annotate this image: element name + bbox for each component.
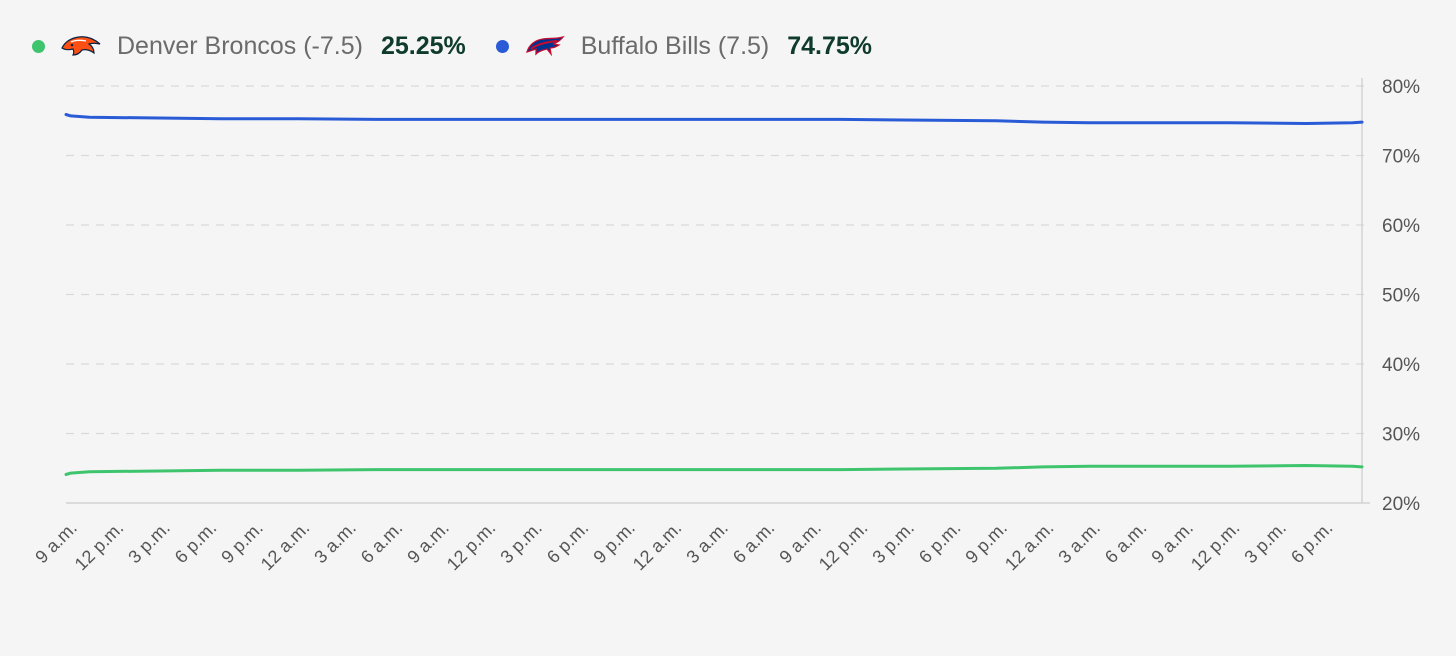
x-tick-label: 6 p.m. [543,518,593,568]
y-tick-label: 80% [1382,77,1420,98]
legend-item-buffalo-bills[interactable]: Buffalo Bills (7.5) 74.75% [495,31,873,61]
x-tick-label: 3 a.m. [1054,518,1104,568]
x-tick-label: 3 a.m. [682,518,732,568]
y-tick-label: 40% [1382,355,1420,376]
buffalo-bills-series-line [64,113,1364,125]
y-tick-label: 30% [1382,425,1420,446]
chart-legend: Denver Broncos (-7.5) 25.25% Buffalo Bil… [32,26,902,66]
buffalo-bills-logo-icon [525,35,565,57]
x-tick-label: 3 p.m. [124,518,174,568]
gridlines [66,85,1370,504]
denver-broncos-series-line [64,464,1364,476]
y-tick-label: 20% [1382,494,1420,515]
y-tick-label: 70% [1382,147,1420,168]
series-lines [64,113,1364,476]
y-axis-ticks: 80% 70% 60% 50% 40% 30% 20% [1382,77,1420,515]
x-tick-label: 12 p.m. [1187,518,1244,575]
x-tick-label: 12 p.m. [443,518,500,575]
denver-broncos-logo-icon [61,36,101,56]
x-tick-label: 6 p.m. [171,518,221,568]
x-tick-label: 3 p.m. [1240,518,1290,568]
buffalo-bills-probability: 74.75% [787,31,873,60]
x-tick-label: 6 a.m. [729,518,779,568]
legend-item-denver-broncos[interactable]: Denver Broncos (-7.5) 25.25% [32,32,466,61]
y-tick-label: 60% [1382,216,1420,237]
denver-series-dot [32,39,45,53]
x-tick-label: 12 p.m. [71,518,128,575]
buffalo-series-dot [495,39,509,53]
x-tick-label: 6 p.m. [915,518,965,568]
x-tick-label: 12 a.m. [629,518,686,575]
x-tick-label: 3 a.m. [310,518,360,568]
x-tick-label: 6 a.m. [357,518,407,568]
x-tick-label: 12 a.m. [257,518,314,575]
y-tick-label: 50% [1382,286,1420,307]
buffalo-bills-label: Buffalo Bills (7.5) [580,31,770,60]
x-tick-label: 12 p.m. [815,518,872,575]
x-axis-ticks: 9 a.m.12 p.m.3 p.m.6 p.m.9 p.m.12 a.m.3 … [31,518,1336,575]
x-tick-label: 6 p.m. [1287,518,1337,568]
x-tick-label: 3 p.m. [868,518,918,568]
x-tick-label: 12 a.m. [1001,518,1058,575]
x-tick-label: 6 a.m. [1101,518,1151,568]
x-tick-label: 3 p.m. [496,518,546,568]
denver-broncos-probability: 25.25% [380,31,466,60]
denver-broncos-label: Denver Broncos (-7.5) [117,31,363,60]
